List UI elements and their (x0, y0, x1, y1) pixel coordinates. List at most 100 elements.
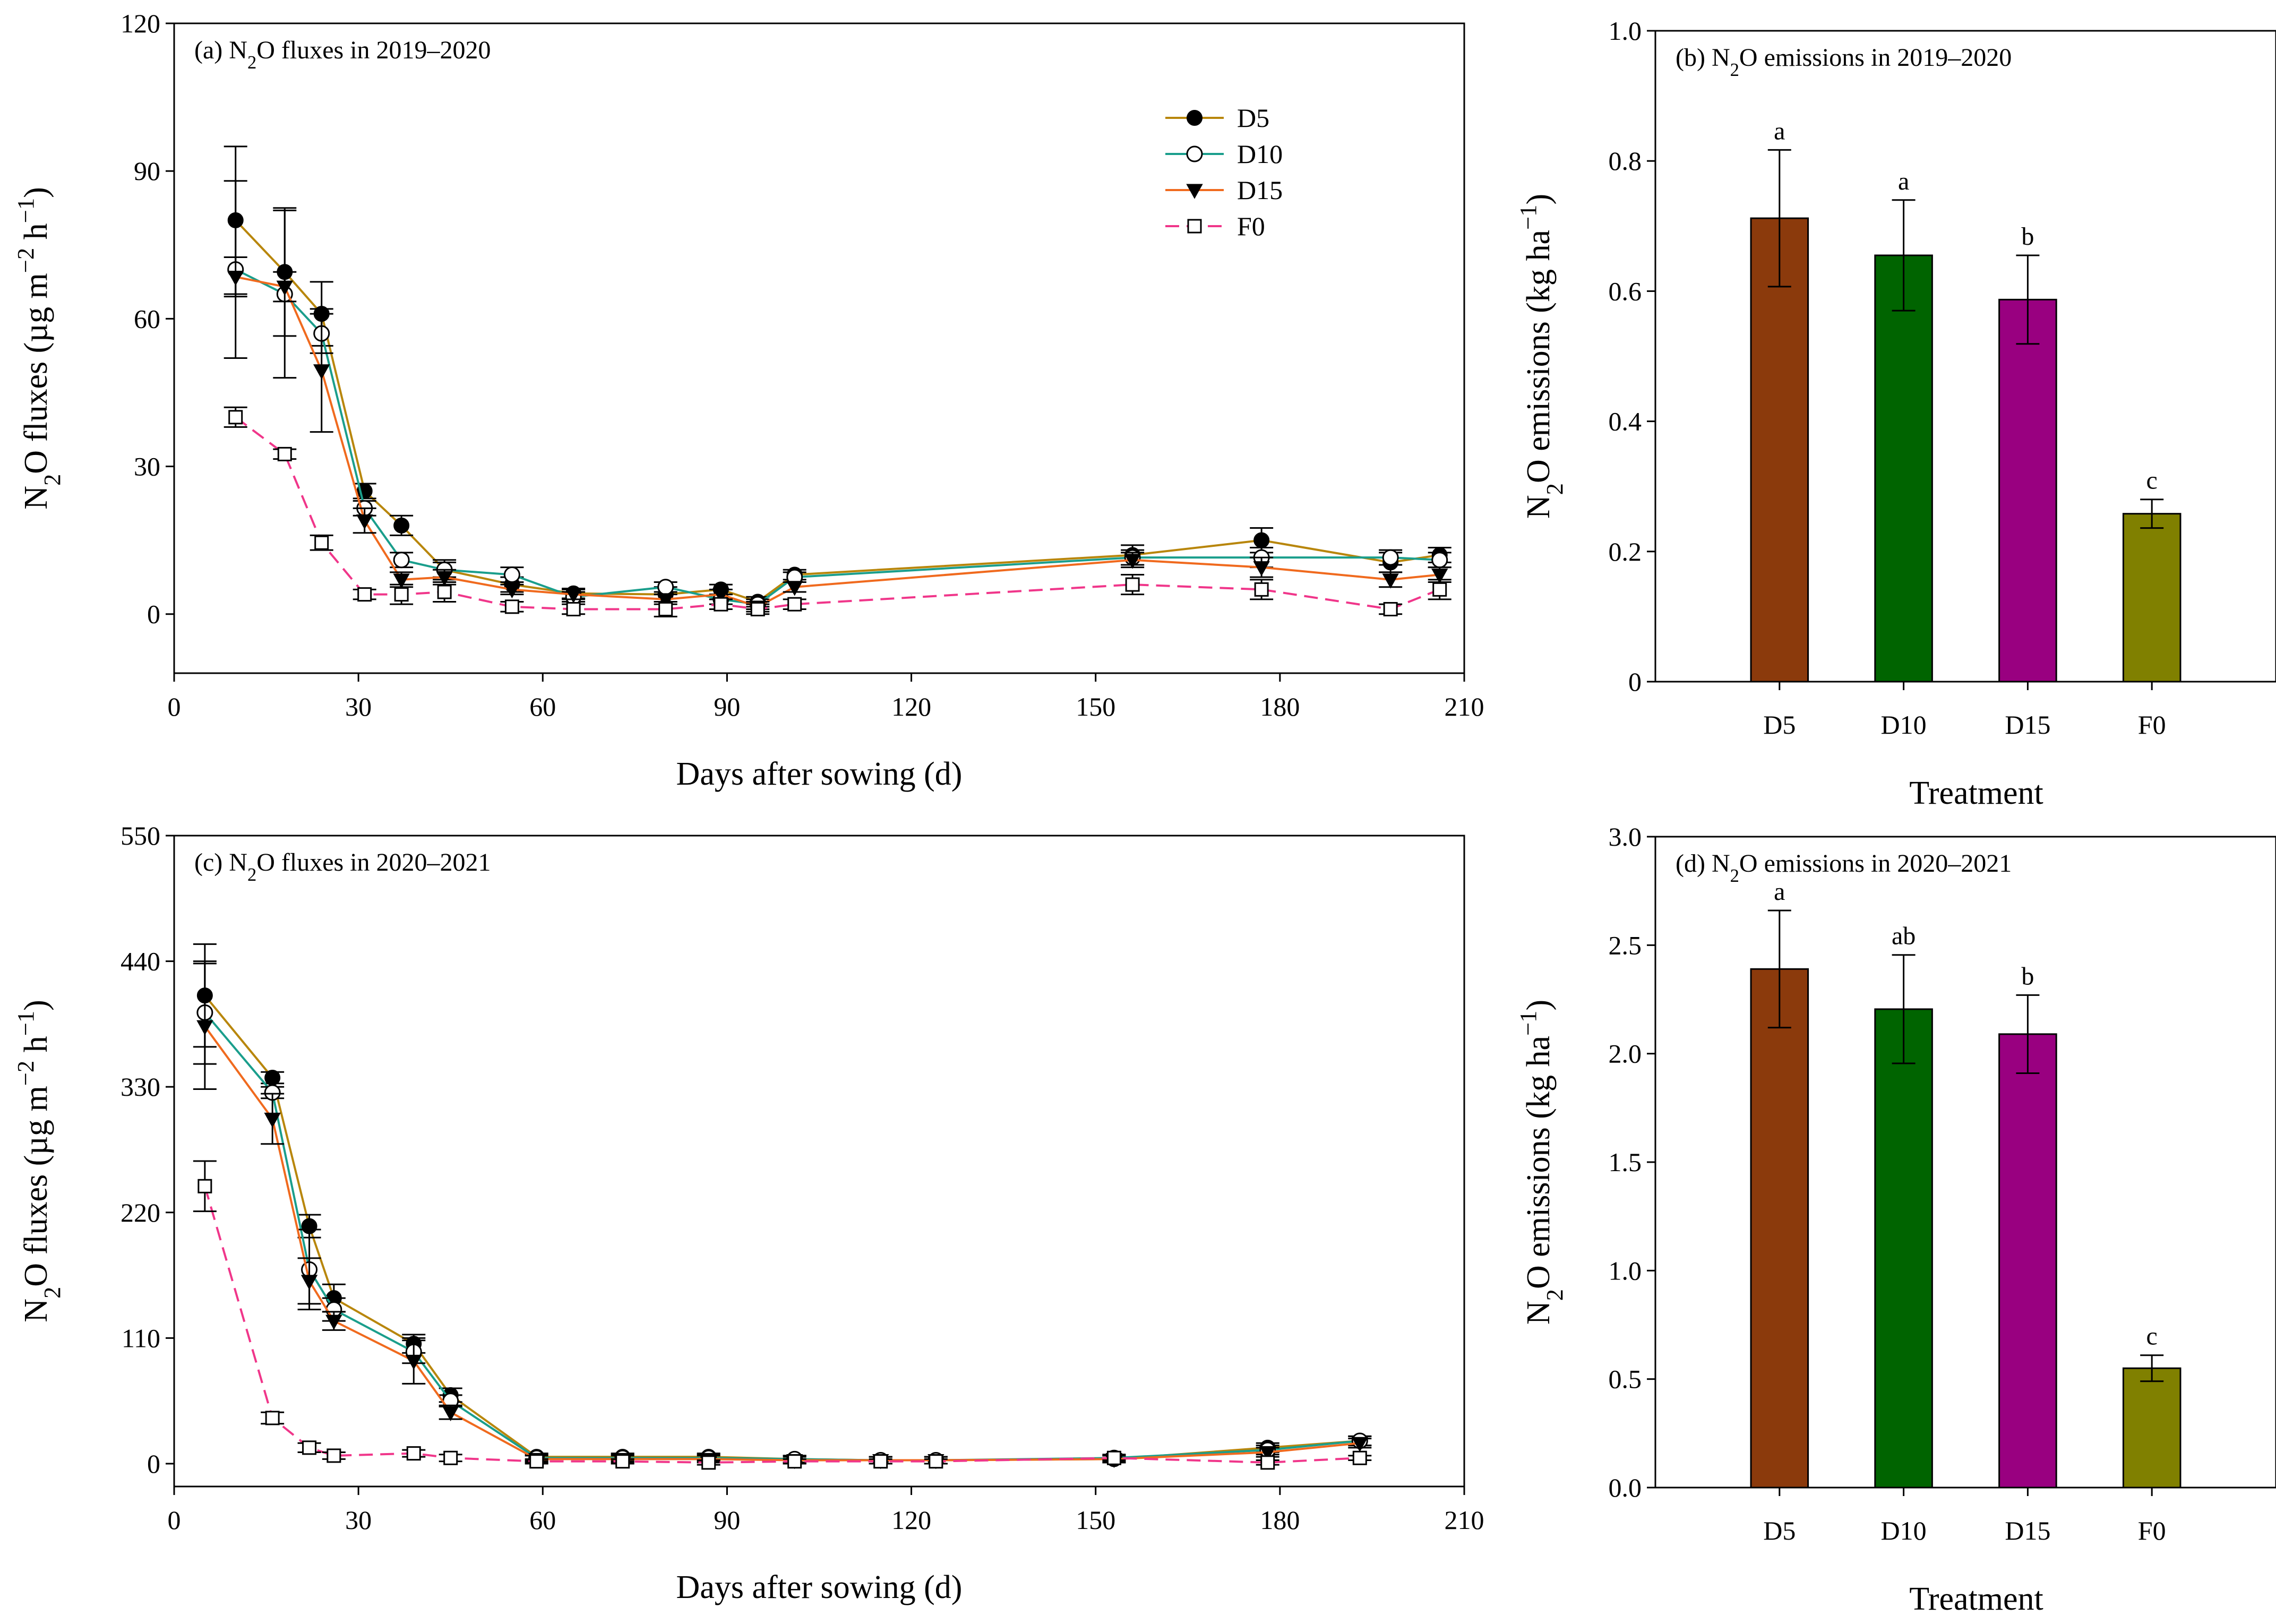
data-point-f0 (394, 587, 409, 602)
data-point-f0 (701, 1455, 716, 1470)
x-tick-label: 180 (1260, 1505, 1300, 1535)
data-point-d15 (442, 1406, 459, 1421)
y-tick-label: 330 (121, 1072, 160, 1102)
x-tick-label: D5 (1763, 1516, 1796, 1545)
y-tick-label: 0.2 (1609, 537, 1642, 566)
data-point-f0 (504, 599, 519, 614)
data-point-f0 (787, 1454, 802, 1469)
data-point-d5 (1253, 532, 1270, 548)
data-point-f0 (1260, 1455, 1275, 1470)
y-tick-label: 1.5 (1609, 1147, 1642, 1177)
series-line-d10 (204, 1012, 1360, 1462)
data-point-d15 (227, 271, 244, 286)
y-axis-title-part: h (18, 1036, 54, 1061)
bar-d15 (1998, 1033, 2057, 1489)
legend: D5 D10 D15 F0 (1165, 103, 1283, 241)
significance-letter: b (2021, 962, 2034, 990)
y-tick-label: 0.8 (1609, 146, 1642, 176)
bar-group-d15: b (1998, 222, 2057, 683)
series-f0 (193, 1160, 1372, 1470)
y-axis-title-part: N (18, 486, 54, 510)
series-line-d15 (235, 276, 1440, 608)
y-tick-label: 1.0 (1609, 16, 1642, 46)
y-axis-title-part: O fluxes (µg m (18, 1086, 54, 1286)
x-tick-label: 210 (1445, 692, 1484, 721)
y-tick-label: 220 (121, 1198, 160, 1227)
data-point-d15 (1124, 554, 1141, 569)
panel-title-part: O emissions in 2020–2021 (1739, 849, 2012, 878)
data-point-d15 (1431, 569, 1448, 584)
panel-title-part: 2 (1730, 866, 1739, 886)
x-tick-label: 30 (345, 692, 372, 721)
x-tick-label: 90 (714, 692, 740, 721)
y-axis-title-part: −1 (1515, 205, 1541, 230)
x-tick-label: F0 (2138, 1516, 2166, 1545)
data-point-f0 (197, 1179, 212, 1193)
y-axis-title-part: O fluxes (µg m (18, 273, 54, 474)
plot-frame (173, 835, 1465, 1488)
data-point-f0 (714, 597, 728, 612)
x-tick-label: D10 (1881, 1516, 1927, 1545)
data-point-d15 (657, 593, 674, 608)
data-point-d5 (264, 1069, 281, 1086)
y-axis-title-part: O emissions (kg ha (1521, 230, 1557, 483)
y-tick-label: 1.0 (1609, 1256, 1642, 1285)
data-point-f0 (437, 585, 452, 599)
data-point-d15 (313, 364, 330, 380)
y-axis-title-part: N (1521, 495, 1557, 519)
legend-label: D15 (1237, 175, 1283, 205)
x-tick-label: D15 (2005, 710, 2050, 740)
data-point-f0 (302, 1440, 317, 1455)
series-line-d5 (204, 994, 1360, 1462)
legend-label: D10 (1237, 139, 1283, 169)
legend-item-d10: D10 (1165, 139, 1283, 169)
legend-item-f0: F0 (1165, 211, 1265, 241)
x-tick-label: 120 (891, 1505, 931, 1535)
x-axis-title: Treatment (1909, 1581, 2043, 1617)
x-tick-label: D15 (2005, 1516, 2050, 1545)
y-tick-label: 0.0 (1609, 1473, 1642, 1502)
significance-letter: a (1774, 117, 1785, 145)
legend-marker (1186, 184, 1203, 199)
panel-title-part: (b) N (1676, 44, 1730, 72)
legend-marker (1187, 219, 1202, 234)
y-axis-title-part: 2 (39, 474, 65, 486)
panel-title: (b) N2O emissions in 2019–2020 (1676, 44, 2012, 80)
data-point-d15 (712, 588, 729, 604)
panel-title: (d) N2O emissions in 2020–2021 (1676, 849, 2012, 886)
data-point-f0 (314, 535, 329, 550)
y-tick-label: 0.5 (1609, 1364, 1642, 1394)
series-d15 (224, 256, 1452, 616)
data-point-d15 (325, 1314, 342, 1330)
panel-title-part: (a) N (194, 36, 247, 64)
legend-marker (1186, 145, 1203, 162)
data-point-f0 (566, 602, 581, 616)
series-d5 (193, 943, 1372, 1468)
data-point-d15 (1382, 573, 1399, 589)
data-point-f0 (1106, 1450, 1121, 1465)
data-point-f0 (615, 1454, 630, 1469)
y-axis-title-part: 2 (1541, 483, 1568, 495)
y-axis-title-part: ) (18, 1000, 54, 1011)
data-point-d15 (196, 1020, 213, 1035)
data-point-f0 (327, 1448, 341, 1463)
data-point-d15 (393, 573, 410, 589)
x-tick-label: D10 (1881, 710, 1927, 740)
data-point-d15 (1259, 1446, 1276, 1462)
bar-group-d5: a (1750, 117, 1809, 683)
bar-group-d15: b (1998, 962, 2057, 1489)
data-point-d10 (1431, 552, 1448, 569)
y-tick-label: 90 (134, 156, 160, 186)
legend-label: D5 (1237, 103, 1269, 133)
data-point-d15 (565, 588, 582, 604)
y-tick-label: 2.5 (1609, 930, 1642, 960)
data-point-f0 (1383, 602, 1398, 616)
panel-title-part: O fluxes in 2019–2020 (256, 36, 491, 64)
data-point-d10 (503, 566, 520, 583)
y-axis-title-part: −1 (1515, 1011, 1541, 1036)
x-tick-label: 60 (529, 1505, 556, 1535)
y-tick-label: 3.0 (1609, 822, 1642, 852)
x-tick-label: 210 (1445, 1505, 1484, 1535)
legend-label: F0 (1237, 211, 1265, 241)
y-axis-title: N2O fluxes (µg m−2 h−1) (12, 187, 65, 510)
